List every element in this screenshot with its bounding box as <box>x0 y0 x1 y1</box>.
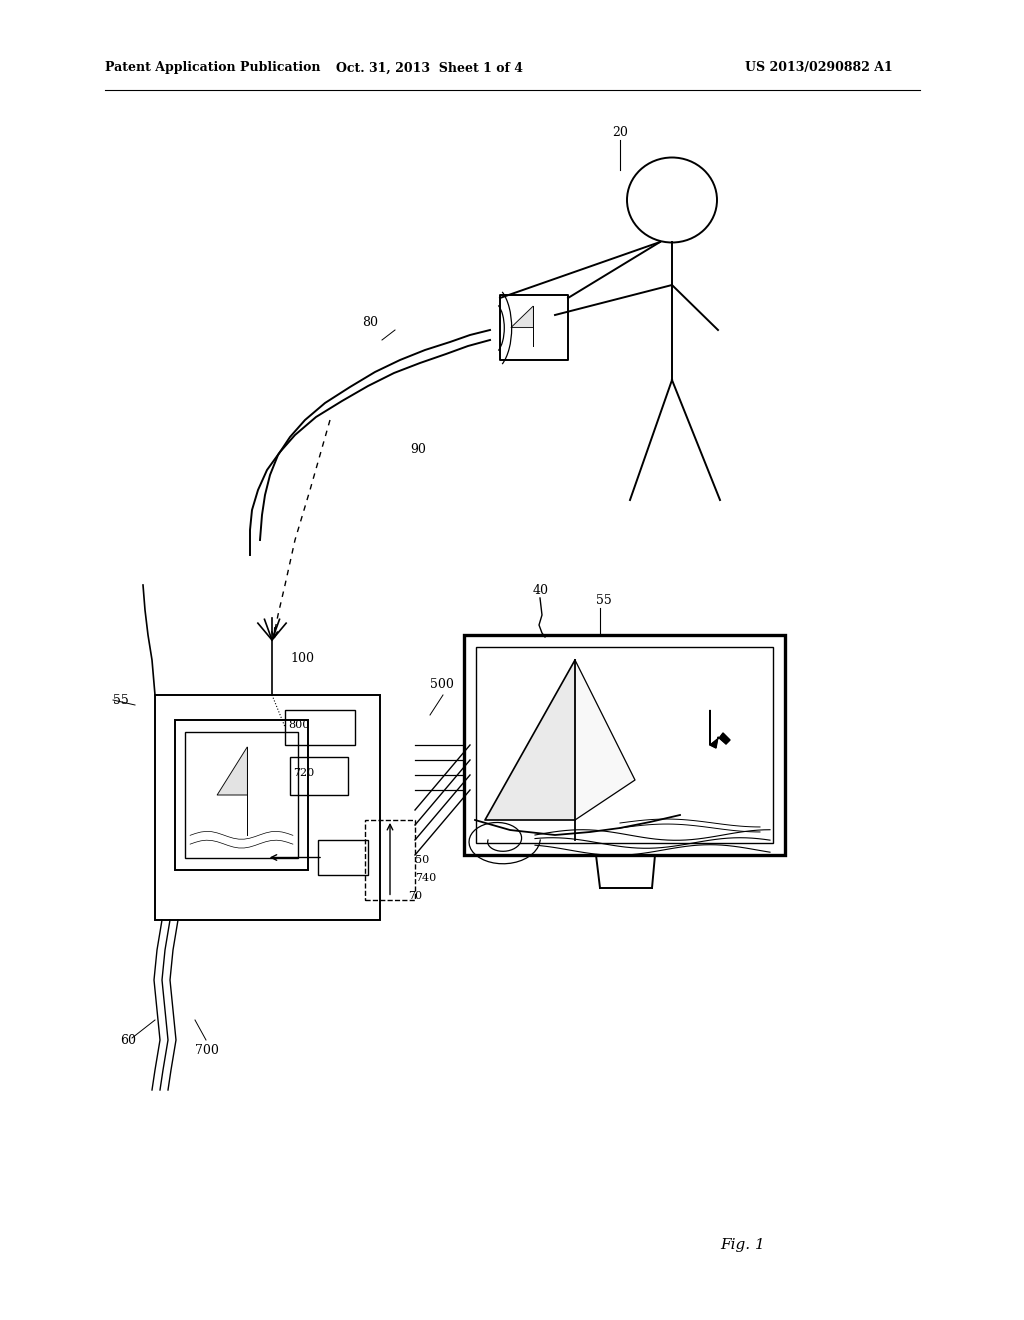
Bar <box>155 696 380 920</box>
Bar <box>285 710 355 744</box>
Bar <box>500 294 568 360</box>
Text: 500: 500 <box>430 678 454 692</box>
Text: 700: 700 <box>195 1044 219 1056</box>
Text: 60: 60 <box>120 1034 136 1047</box>
Text: 55: 55 <box>113 693 129 706</box>
Text: 50: 50 <box>415 855 429 865</box>
Text: 90: 90 <box>410 444 426 457</box>
Text: 55: 55 <box>596 594 611 606</box>
Bar <box>290 756 348 795</box>
Text: 70: 70 <box>408 891 422 902</box>
Text: 100: 100 <box>290 652 314 664</box>
Bar <box>365 820 415 900</box>
Bar <box>464 635 785 855</box>
Text: 40: 40 <box>534 583 549 597</box>
Text: 740: 740 <box>415 873 436 883</box>
Text: 720: 720 <box>293 768 314 777</box>
Polygon shape <box>485 660 575 820</box>
Text: 800: 800 <box>288 719 309 730</box>
Bar <box>185 733 298 858</box>
Polygon shape <box>710 710 730 748</box>
Text: 80: 80 <box>362 317 378 330</box>
Polygon shape <box>217 747 247 795</box>
Polygon shape <box>575 660 635 820</box>
Bar <box>175 719 308 870</box>
Text: 20: 20 <box>612 125 628 139</box>
Text: US 2013/0290882 A1: US 2013/0290882 A1 <box>745 62 893 74</box>
Bar <box>476 647 773 843</box>
Polygon shape <box>511 306 534 327</box>
Bar <box>318 840 368 875</box>
Text: Patent Application Publication: Patent Application Publication <box>105 62 321 74</box>
Text: Oct. 31, 2013  Sheet 1 of 4: Oct. 31, 2013 Sheet 1 of 4 <box>337 62 523 74</box>
Text: Fig. 1: Fig. 1 <box>720 1238 765 1251</box>
